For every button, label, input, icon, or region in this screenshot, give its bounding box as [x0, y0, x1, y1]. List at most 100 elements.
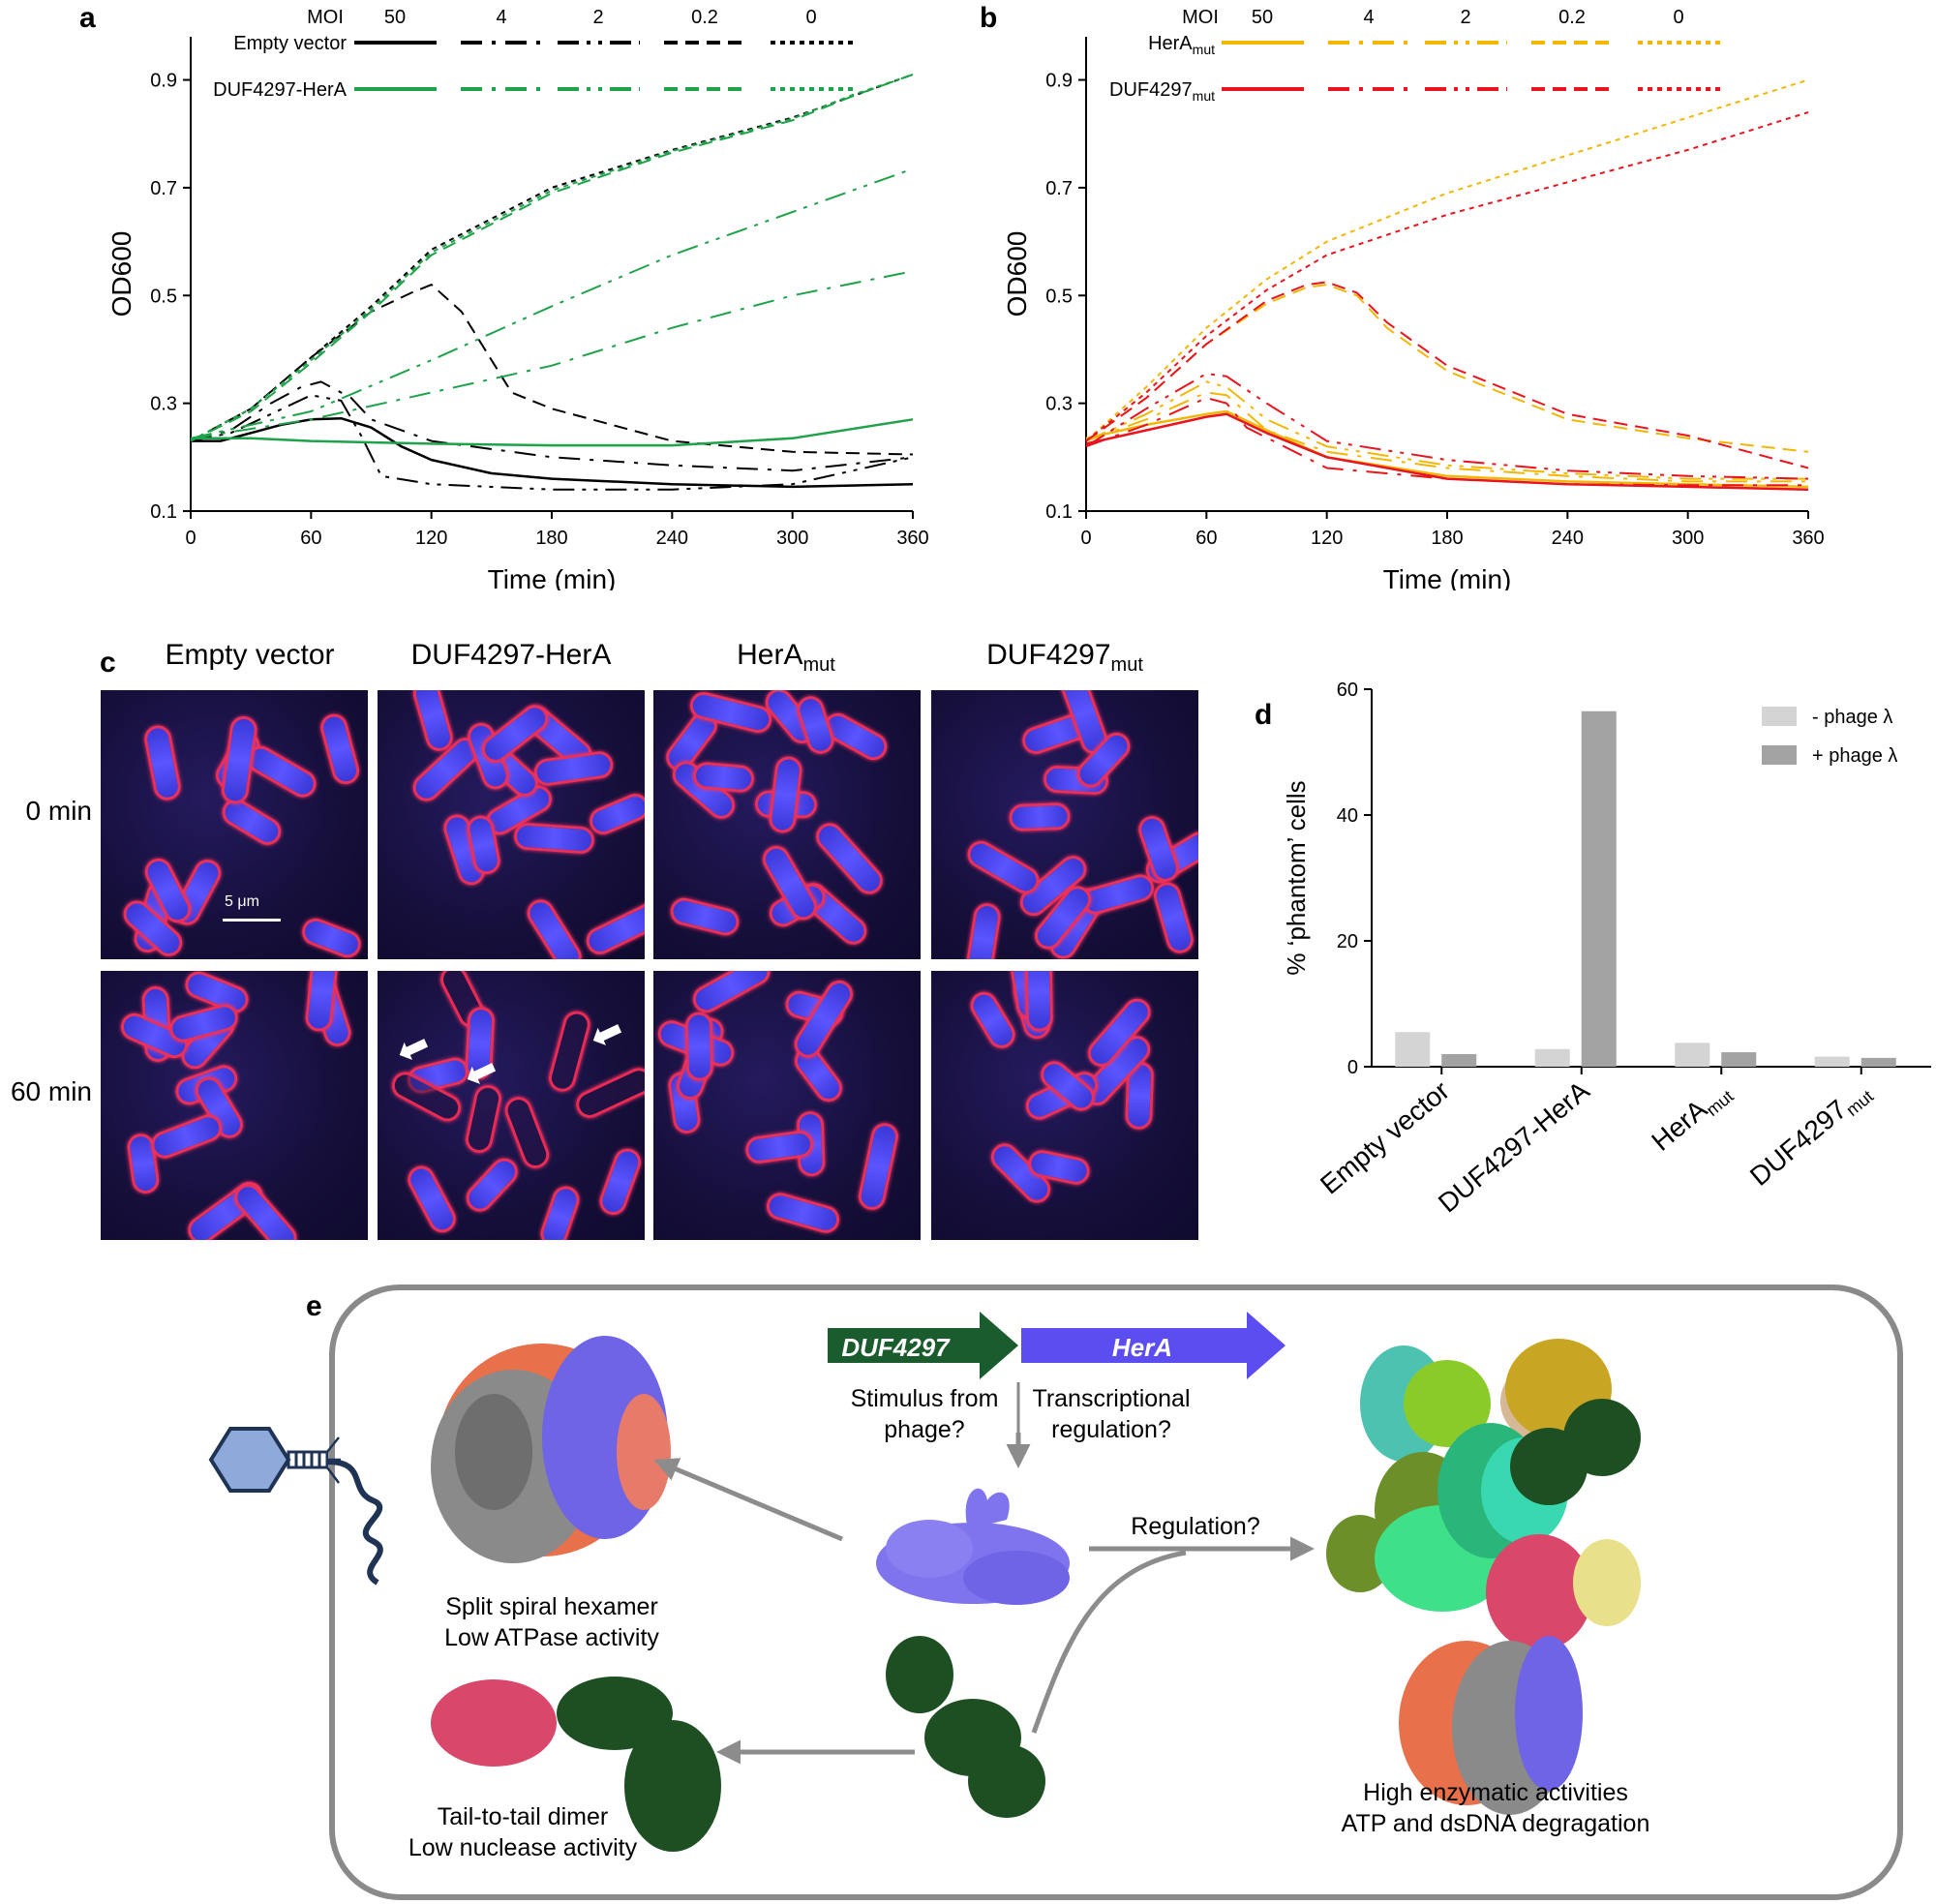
bacterial-cell	[460, 1152, 524, 1217]
legend-label: DUF4297mut	[1109, 79, 1215, 104]
bacterial-cell	[318, 710, 363, 788]
y-tick-label: 0.9	[150, 71, 177, 92]
model-diagram: DUF4297 HerA Stimulus from phage? Transcr…	[208, 1284, 1903, 1900]
micro-col-empty-vector: Empty vector	[165, 639, 335, 671]
transcription-question: Transcriptional regulation?	[1032, 1385, 1190, 1443]
y-tick-label: 20	[1337, 931, 1358, 952]
legend-label: HerAmut	[1148, 33, 1215, 57]
bacterial-cell	[582, 897, 645, 959]
category-label: HerAmut	[1646, 1075, 1737, 1160]
x-tick-label: 240	[656, 528, 688, 549]
bacterial-cell	[789, 975, 859, 1064]
series-line	[191, 416, 914, 489]
micrograph-panel	[931, 971, 1198, 1240]
y-axis-title: OD600	[106, 231, 136, 317]
bacterial-cell	[403, 1161, 461, 1238]
x-tick-label: 60	[300, 528, 321, 549]
series-line	[190, 284, 914, 456]
hera-hexamer-structure	[431, 1336, 671, 1563]
gene-hera-arrow: HerA	[1021, 1312, 1286, 1379]
series-line	[190, 74, 914, 442]
complex-caption: High enzymatic activities ATP and dsDNA d…	[1342, 1779, 1650, 1837]
series-line	[1085, 412, 1809, 491]
series-line	[1085, 397, 1808, 487]
bacterial-cell	[297, 915, 365, 959]
gene-duf4297-arrow: DUF4297	[828, 1312, 1018, 1379]
bacterial-cell	[595, 1144, 645, 1219]
dimer-caption: Tail-to-tail dimer Low nuclease activity	[408, 1803, 638, 1861]
phage-icon	[208, 1427, 383, 1586]
bacterial-cell	[687, 971, 775, 1018]
x-tick-label: 240	[1552, 528, 1584, 549]
panel-label-c: c	[100, 647, 116, 679]
series-line	[1085, 281, 1809, 469]
legend-label: + phage λ	[1812, 745, 1897, 767]
moi-value: 0	[1673, 7, 1683, 28]
micrograph-panel: ⬅ ⬅ ⬅	[378, 971, 645, 1240]
x-tick-label: 180	[535, 528, 567, 549]
bacterial-cell	[962, 835, 1044, 899]
gene-duf4297-label: DUF4297	[841, 1333, 951, 1362]
x-tick-label: 120	[415, 528, 447, 549]
bacterial-cell	[512, 821, 596, 855]
x-tick-label: 180	[1431, 528, 1463, 549]
legend-swatch	[1762, 745, 1797, 765]
moi-value: 0.2	[691, 7, 718, 28]
bacterial-cell	[1150, 879, 1196, 957]
x-axis-title: Time (min)	[488, 564, 617, 590]
bacterial-cell	[409, 690, 456, 754]
x-tick-label: 360	[896, 528, 928, 549]
y-tick-label: 0.5	[150, 286, 177, 307]
x-tick-label: 0	[185, 528, 196, 549]
scale-bar	[223, 919, 281, 922]
y-axis-title: OD600	[1002, 231, 1032, 317]
stimulus-question: Stimulus from phage?	[851, 1385, 999, 1443]
series-line	[190, 380, 914, 472]
series-line	[1085, 373, 1809, 480]
bacterial-cell	[536, 1183, 584, 1240]
moi-value: 4	[1363, 7, 1374, 28]
series-line	[1085, 78, 1809, 442]
bar	[1441, 1054, 1477, 1067]
series-line	[190, 394, 914, 491]
y-tick-label: 0.1	[1045, 501, 1073, 523]
y-tick-label: 0.3	[150, 394, 177, 415]
moi-value: 0.2	[1558, 7, 1586, 28]
y-tick-label: 0.9	[1045, 71, 1073, 92]
series-line	[1085, 111, 1809, 442]
micrograph-panel	[378, 690, 645, 959]
arrow-icon: ⬅	[388, 1021, 438, 1075]
micrograph-panel	[101, 971, 368, 1240]
bacterial-cell	[667, 894, 742, 939]
moi-value: 0	[805, 7, 816, 28]
y-tick-label: 0.5	[1045, 286, 1073, 307]
scale-bar-label: 5 μm	[225, 893, 259, 910]
bar	[1721, 1052, 1757, 1067]
bacterial-cell	[691, 761, 756, 794]
moi-header: MOI	[1182, 7, 1219, 28]
category-label: DUF4297mut	[1744, 1075, 1877, 1194]
panel-label-a: a	[79, 2, 96, 34]
category-label: DUF4297-HerA	[1433, 1075, 1595, 1219]
x-tick-label: 360	[1792, 528, 1824, 549]
bacterial-cell	[1025, 971, 1054, 1032]
moi-value: 4	[496, 7, 506, 28]
bacterial-cell	[767, 755, 803, 835]
category-label: Empty vector	[1315, 1075, 1455, 1200]
bacterial-cell	[763, 1189, 843, 1236]
cell-boundary	[329, 1284, 1903, 1900]
x-tick-label: 0	[1080, 528, 1091, 549]
bar	[1860, 1057, 1896, 1067]
series-line	[190, 74, 914, 442]
duf-to-regulation-curve	[1031, 1550, 1187, 1734]
moi-value: 50	[384, 7, 406, 28]
bacterial-cell	[147, 1110, 226, 1163]
moi-value: 2	[592, 7, 603, 28]
panel-label-d: d	[1255, 699, 1273, 731]
y-tick-label: 0.3	[1045, 394, 1073, 415]
complex-structure	[1326, 1339, 1641, 1815]
bar	[1675, 1043, 1710, 1067]
series-line	[1085, 380, 1808, 480]
